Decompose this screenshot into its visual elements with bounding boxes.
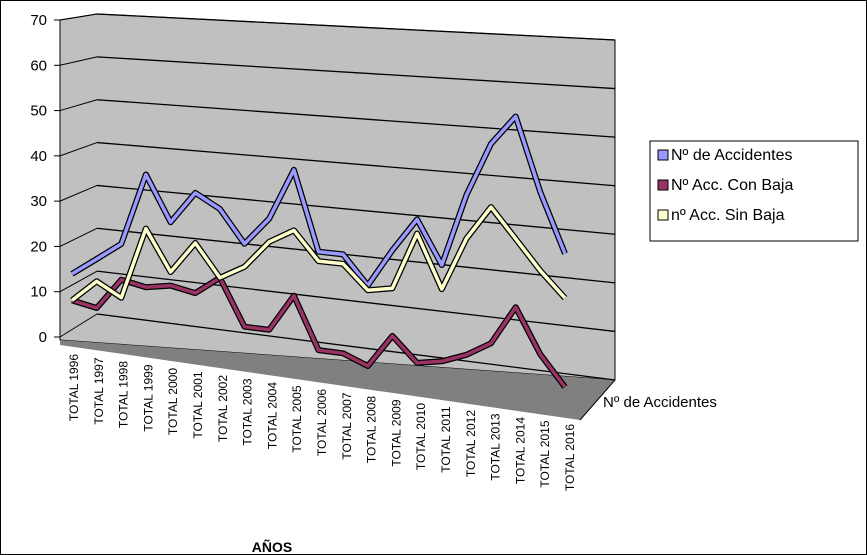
x-tick-label: TOTAL 2012: [464, 410, 478, 477]
x-tick-label: TOTAL 1999: [141, 364, 155, 431]
x-axis-ticks: TOTAL 1996 TOTAL 1997 TOTAL 1998 TOTAL 1999…: [67, 354, 577, 491]
x-tick-label: TOTAL 2005: [290, 385, 304, 452]
y-tick-label: 50: [30, 103, 47, 120]
side-gridline: [59, 56, 98, 66]
depth-axis-line: [579, 379, 616, 421]
legend-label: Nº de Accidentes: [671, 147, 792, 164]
x-tick-label: TOTAL 2013: [489, 413, 503, 480]
y-tick-label: 20: [30, 238, 47, 255]
back-wall: [59, 13, 616, 381]
side-gridline: [59, 13, 98, 21]
series-line-3: [70, 205, 567, 302]
x-tick-label: TOTAL 2007: [340, 392, 354, 459]
side-gridline: [59, 227, 98, 247]
gridline: [96, 227, 616, 284]
x-tick-label: TOTAL 2000: [166, 368, 180, 435]
series-line-2: [71, 276, 567, 389]
legend-box: [649, 140, 859, 242]
gridline: [96, 313, 616, 381]
x-tick-label: TOTAL 2008: [365, 396, 379, 463]
y-tick-label: 10: [30, 284, 47, 301]
y-tick-label: 60: [30, 57, 47, 74]
x-tick-label: TOTAL 1997: [92, 357, 106, 424]
gridline: [96, 184, 616, 235]
legend-label: nº Acc. Sin Baja: [671, 207, 785, 224]
y-tick-label: 70: [30, 12, 47, 29]
gridline: [96, 56, 616, 90]
gridlines: [59, 13, 616, 381]
gridline: [96, 13, 616, 41]
x-tick-label: TOTAL 2002: [216, 375, 230, 442]
y-axis-ticks: 0 10 20 30 40 50 60 70: [30, 12, 60, 346]
x-tick-label: TOTAL 2014: [513, 417, 527, 484]
x-tick-label: TOTAL 2010: [414, 403, 428, 470]
legend-swatch: [657, 209, 669, 221]
legend-swatch: [657, 179, 669, 191]
legend-label: Nº Acc. Con Baja: [671, 177, 793, 194]
series-lines: [70, 113, 568, 389]
legend-swatch: [657, 149, 669, 161]
x-tick-label: TOTAL 2011: [439, 406, 453, 473]
x-tick-label: TOTAL 1996: [67, 354, 81, 421]
floor: [60, 340, 615, 420]
x-tick-label: TOTAL 2001: [191, 371, 205, 438]
x-tick-label: TOTAL 2003: [241, 378, 255, 445]
x-tick-label: TOTAL 1998: [117, 361, 131, 428]
y-tick-label: 0: [39, 329, 47, 346]
side-gridline: [59, 270, 98, 293]
y-tick-label: 30: [30, 193, 47, 210]
depth-axis-label: Nº de Accidentes: [603, 394, 717, 411]
x-tick-label: TOTAL 2009: [389, 399, 403, 466]
side-gridline: [59, 99, 98, 112]
side-gridline: [59, 184, 98, 202]
gridline: [96, 270, 616, 333]
y-tick-label: 40: [30, 148, 47, 165]
gridline: [96, 99, 616, 138]
x-axis-title: AÑOS: [252, 538, 292, 555]
x-tick-label: TOTAL 2004: [265, 382, 279, 449]
gridline: [96, 141, 616, 187]
side-gridline: [59, 142, 98, 157]
x-tick-label: TOTAL 2006: [315, 389, 329, 456]
x-tick-label: TOTAL 2016: [563, 424, 577, 491]
legend: Nº de Accidentes Nº Acc. Con Baja nº Acc. …: [649, 140, 859, 242]
side-gridline: [59, 313, 98, 338]
x-tick-label: TOTAL 2015: [538, 420, 552, 487]
series-line-1: [71, 114, 567, 288]
